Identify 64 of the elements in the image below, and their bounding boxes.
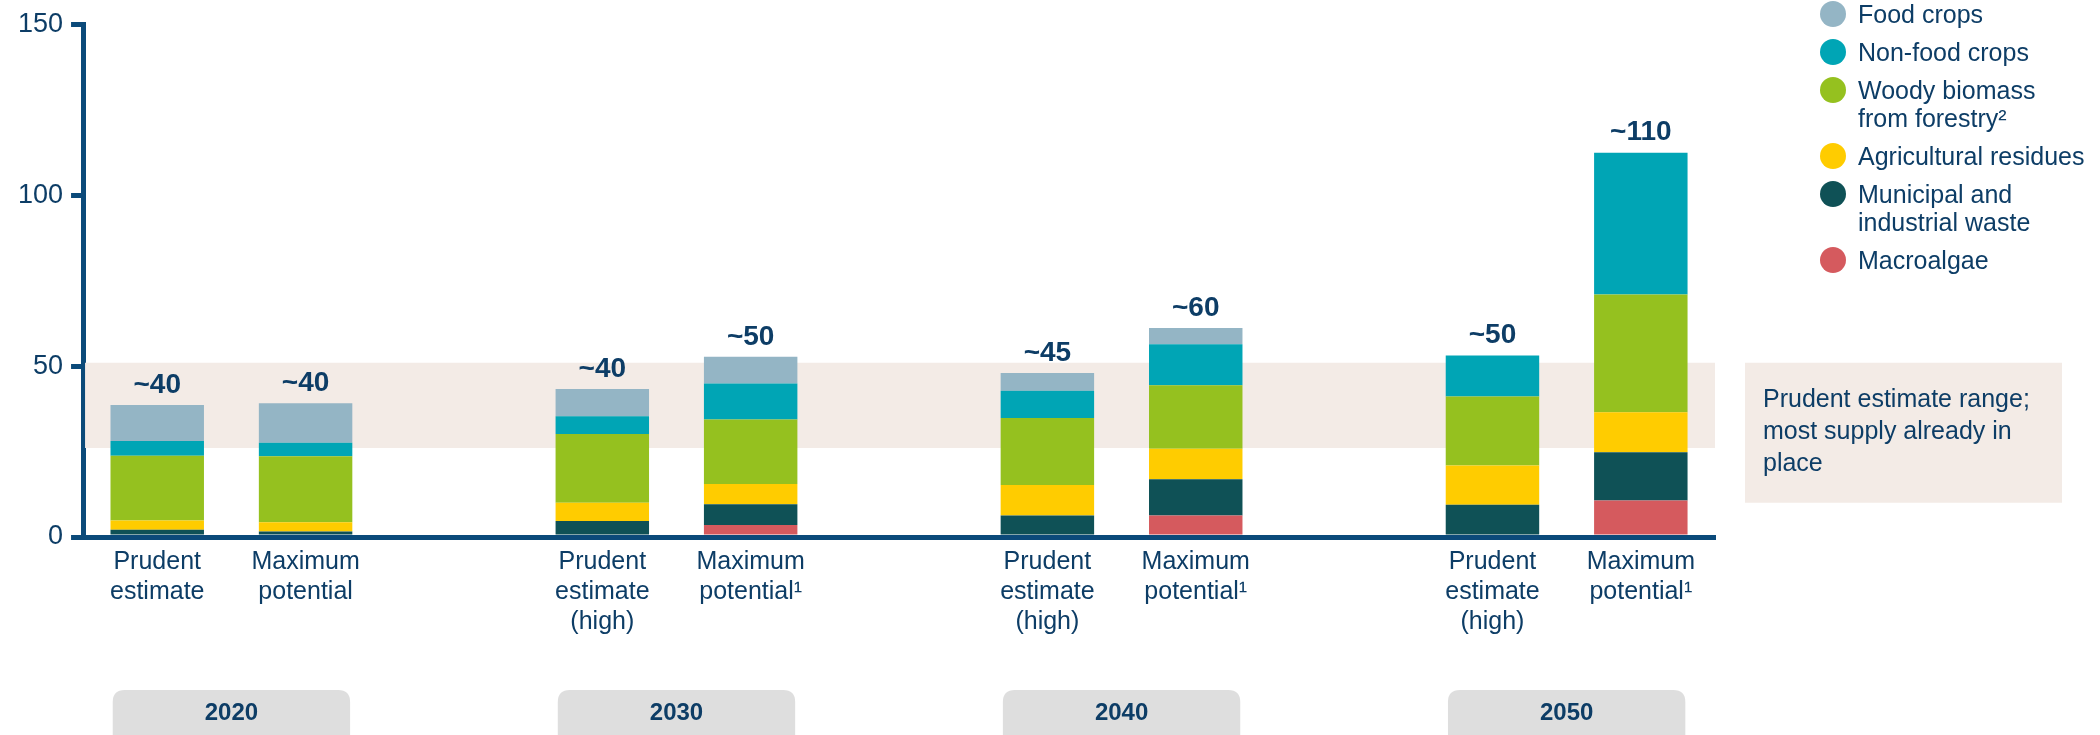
bar: [1149, 448, 1243, 480]
bar: [1594, 412, 1688, 453]
bar: [1594, 152, 1688, 295]
bar: [1149, 344, 1243, 386]
bar: [110, 520, 204, 530]
x-tick-label: Maximum potential¹: [1141, 545, 1250, 604]
bar: [258, 456, 353, 523]
bar: [110, 455, 204, 521]
text: 2030: [649, 698, 704, 726]
bar: [1000, 372, 1095, 391]
total-label: ~50: [726, 319, 775, 351]
legend-label: Woody biomass from forestry²: [1858, 76, 2037, 132]
bar: [555, 416, 650, 435]
bar: [110, 405, 204, 441]
bar: [703, 419, 798, 485]
y-tick-label: 150: [17, 7, 64, 38]
legend-label: Macroalgae: [1858, 246, 1989, 274]
total-label: ~45: [1023, 335, 1072, 367]
bar: [703, 356, 798, 384]
bar: [1445, 355, 1540, 397]
bar: [1445, 396, 1540, 466]
text: 2050: [1539, 698, 1594, 726]
bar: [258, 403, 353, 443]
bar: [555, 502, 650, 521]
legend-label: Agricultural residues: [1858, 142, 2085, 170]
x-tick-label: Prudent estimate: [109, 545, 205, 604]
bar: [110, 440, 204, 456]
bar: [1594, 452, 1688, 501]
bar: [1594, 294, 1688, 413]
bar: [1000, 418, 1095, 486]
bar: [703, 484, 798, 505]
bar: [1149, 479, 1243, 516]
x-tick-label: Maximum potential¹: [1586, 545, 1695, 604]
text: 2040: [1094, 698, 1149, 726]
bar: [1000, 485, 1095, 516]
legend-label: Non-food crops: [1858, 38, 2029, 66]
x-tick-label: Maximum potential: [251, 545, 360, 604]
bar: [1000, 390, 1095, 419]
bar: [555, 434, 650, 503]
total-label: ~110: [1610, 115, 1672, 147]
bar: [1149, 385, 1243, 449]
x-tick-label: Prudent estimate (high): [555, 545, 650, 634]
total-label: ~60: [1171, 290, 1220, 322]
x-tick-label: Prudent estimate (high): [1000, 545, 1095, 634]
total-label: ~40: [578, 351, 627, 383]
bar: [555, 388, 650, 417]
bar: [1149, 328, 1243, 345]
y-tick-label: 50: [33, 349, 64, 380]
bar: [703, 383, 798, 420]
legend-label: Municipal and industrial waste: [1858, 180, 2032, 236]
total-label: ~50: [1468, 318, 1517, 350]
total-label: ~40: [133, 367, 181, 399]
bar: [258, 522, 353, 532]
bar: [1445, 465, 1540, 505]
bar: [703, 504, 798, 526]
y-tick-label: 0: [48, 520, 64, 551]
band-label: Prudent estimate range; most supply already in place: [1763, 384, 2030, 477]
x-tick-label: Maximum potential¹: [696, 545, 805, 604]
y-tick-label: 100: [17, 178, 64, 209]
total-label: ~40: [281, 366, 330, 398]
bar: [258, 442, 353, 457]
text: 2020: [204, 698, 259, 726]
legend-label: Food crops: [1858, 0, 1984, 28]
x-tick-label: Prudent estimate (high): [1445, 545, 1540, 634]
